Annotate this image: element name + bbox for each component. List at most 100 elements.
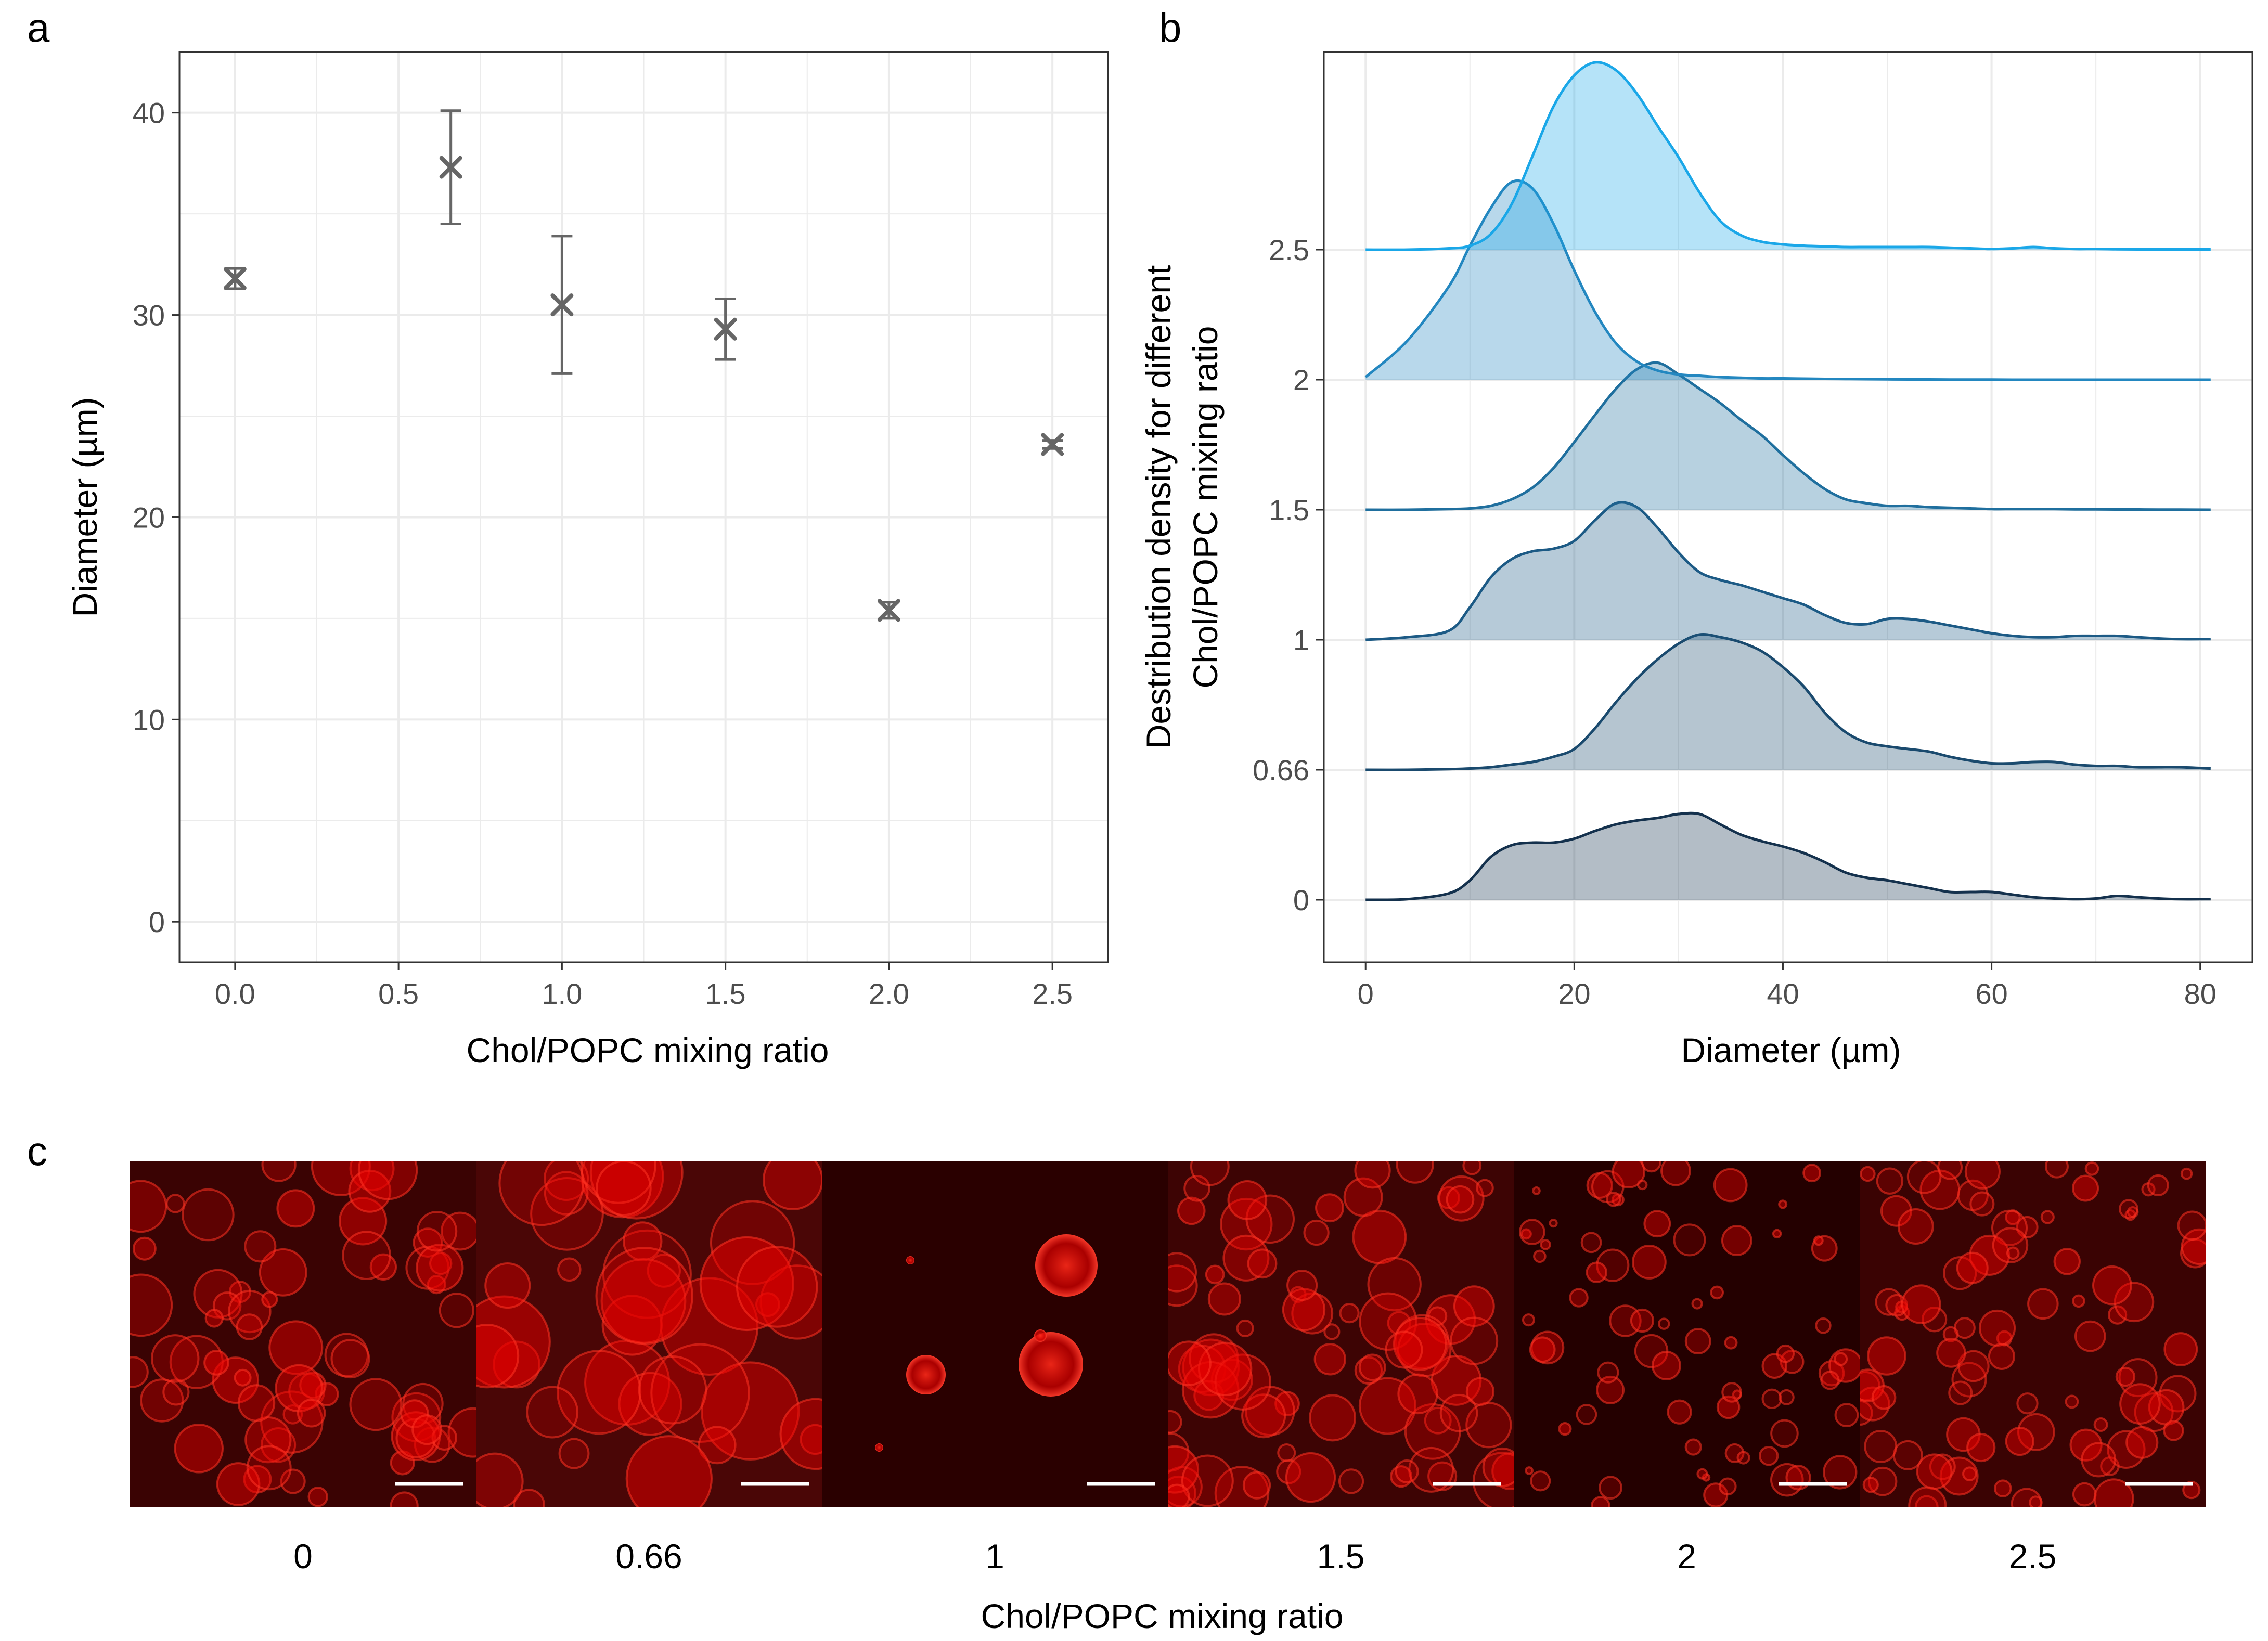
vesicle xyxy=(1761,1388,1782,1410)
density-ridge-fill xyxy=(1365,813,2211,900)
vesicle xyxy=(1190,1161,1230,1186)
vesicle xyxy=(174,1424,224,1474)
vesicle xyxy=(1957,1350,1990,1382)
vesicle xyxy=(2134,1392,2174,1432)
data-point-marker xyxy=(714,317,737,341)
vesicle xyxy=(1684,1438,1702,1456)
vesicle xyxy=(1596,1248,1630,1282)
vesicle xyxy=(1778,1199,1788,1209)
vesicle xyxy=(2182,1481,2201,1500)
vesicle xyxy=(1906,1161,1942,1194)
vesicle xyxy=(1529,1336,1556,1363)
vesicle xyxy=(349,1378,403,1431)
vesicle xyxy=(1205,1264,1225,1285)
vesicle xyxy=(165,1194,185,1213)
vesicle xyxy=(779,1398,822,1470)
vesicle xyxy=(1599,1476,1622,1500)
vesicle xyxy=(1168,1445,1200,1494)
vesicle xyxy=(1643,1210,1671,1238)
y-tick-label: 0 xyxy=(149,906,165,938)
vesicle xyxy=(2081,1442,2117,1478)
vesicle xyxy=(625,1435,713,1507)
vesicle xyxy=(698,1426,737,1465)
data-point-marker xyxy=(1041,433,1064,456)
vesicle xyxy=(1956,1251,1989,1284)
vesicle xyxy=(1860,1400,1873,1426)
y-tick-label: 1 xyxy=(1293,624,1309,656)
x-tick-label: 1.5 xyxy=(705,977,746,1010)
vesicle xyxy=(484,1262,531,1309)
vesicle xyxy=(513,1489,545,1507)
vesicle xyxy=(400,1399,429,1428)
vesicle xyxy=(2053,1248,2081,1275)
vesicle xyxy=(906,1256,914,1264)
vesicle xyxy=(1313,1343,1346,1376)
vesicle xyxy=(1286,1270,1318,1301)
vesicle xyxy=(1813,1235,1824,1246)
panel-a-plot-border xyxy=(178,51,1109,963)
density-ridge-fill xyxy=(1365,62,2211,250)
y-tick-label: 2.5 xyxy=(1269,234,1309,266)
vesicle xyxy=(1978,1309,2016,1347)
vesicle xyxy=(2163,1420,2184,1441)
vesicle xyxy=(2115,1366,2136,1387)
vesicle xyxy=(618,1372,682,1437)
vesicle xyxy=(1242,1471,1271,1500)
vesicle xyxy=(2072,1294,2085,1308)
vesicle xyxy=(2093,1478,2134,1507)
micrograph-tile xyxy=(130,1161,476,1507)
vesicle xyxy=(1684,1328,1711,1355)
vesicle xyxy=(1586,1261,1607,1283)
vesicle xyxy=(1724,1336,1738,1350)
vesicle xyxy=(1867,1336,1906,1376)
vesicle xyxy=(1168,1340,1212,1387)
vesicle xyxy=(1966,1432,1996,1463)
tile-ratio-label: 2 xyxy=(1677,1537,1696,1575)
vesicle xyxy=(1823,1455,1858,1490)
vesicle xyxy=(2065,1394,2079,1409)
vesicle xyxy=(1901,1284,1941,1324)
vesicle xyxy=(2084,1161,2099,1176)
vesicle xyxy=(1721,1225,1752,1256)
vesicle xyxy=(1168,1252,1197,1293)
vesicle xyxy=(1274,1391,1300,1417)
panel-b-ridgeline: 0 20 40 60 80 0 0.66 1 1.5 2 2.5 Diameter (µm) De… xyxy=(1139,51,2253,1069)
vesicle xyxy=(348,1169,392,1213)
vesicle xyxy=(1962,1466,1977,1481)
vesicle xyxy=(234,1368,252,1387)
vesicle xyxy=(130,1356,149,1388)
vesicle xyxy=(1871,1385,1897,1410)
vesicle xyxy=(1606,1191,1621,1207)
vesicle xyxy=(1724,1443,1745,1463)
vesicle xyxy=(1533,1249,1547,1263)
density-ridge-fill xyxy=(1365,180,2211,380)
x-tick-label: 2.5 xyxy=(1032,977,1073,1010)
micrograph-tile xyxy=(1168,1161,1514,1507)
panel-a-scatter: 0.0 0.5 1.0 1.5 2.0 2.5 0 10 20 30 40 Chol/POPC m… xyxy=(66,51,1109,1069)
vesicle xyxy=(1834,1403,1859,1428)
panel-a-letter: a xyxy=(27,5,50,50)
panel-c-letter: c xyxy=(27,1128,47,1174)
vesicle xyxy=(1921,1307,1948,1333)
vesicle xyxy=(2125,1426,2159,1459)
y-tick-label: 30 xyxy=(133,299,165,332)
panel-a-points xyxy=(223,156,1064,622)
vesicle xyxy=(429,1251,453,1275)
vesicle xyxy=(1247,1248,1278,1279)
vesicle xyxy=(244,1230,277,1263)
vesicle xyxy=(1576,1404,1597,1425)
vesicle xyxy=(2119,1199,2138,1219)
panel-a-x-ticks: 0.0 0.5 1.0 1.5 2.0 2.5 xyxy=(215,962,1073,1010)
x-tick-label: 80 xyxy=(2184,977,2217,1010)
vesicle xyxy=(558,1438,590,1469)
vesicle xyxy=(1590,1496,1610,1507)
vesicle xyxy=(1285,1452,1336,1503)
density-ridge-line xyxy=(1365,501,2211,641)
vesicle xyxy=(1657,1317,1670,1330)
vesicle xyxy=(1395,1459,1419,1484)
vesicle xyxy=(342,1231,391,1281)
vesicle xyxy=(130,1273,173,1337)
vesicle xyxy=(1519,1219,1545,1245)
vesicle xyxy=(130,1180,167,1233)
vesicle xyxy=(150,1334,200,1383)
